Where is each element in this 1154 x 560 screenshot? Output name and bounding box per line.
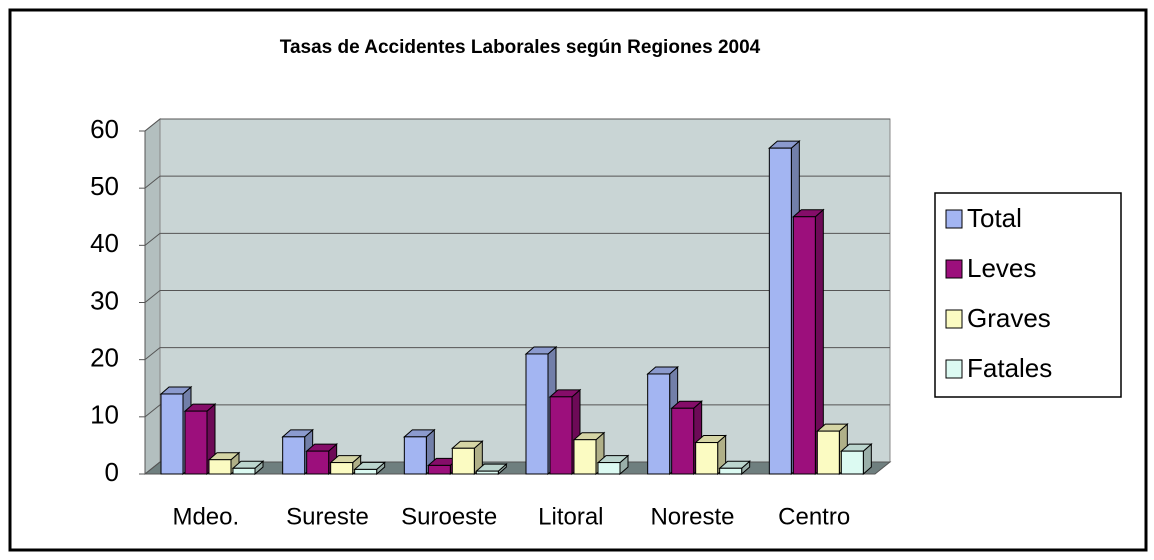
- x-tick-label: Sureste: [286, 503, 369, 530]
- bar: [354, 468, 378, 475]
- bar: [330, 462, 354, 475]
- y-tick-label: 20: [90, 343, 119, 373]
- bar: [282, 436, 306, 475]
- bar: [695, 442, 719, 475]
- bar: [160, 393, 184, 475]
- y-tick-label: 50: [90, 171, 119, 201]
- grid-line: [144, 347, 890, 361]
- legend-label: Graves: [967, 303, 1051, 333]
- legend-swatch: [945, 209, 963, 229]
- legend-box: [934, 192, 1122, 398]
- bar: [549, 396, 573, 475]
- bar: [840, 450, 864, 475]
- legend-swatch: [945, 359, 963, 379]
- legend-label: Total: [967, 203, 1022, 233]
- y-tick-label: 10: [90, 400, 119, 430]
- y-tick-label: 40: [90, 228, 119, 258]
- x-tick-label: Centro: [778, 503, 850, 530]
- bar: [306, 450, 330, 475]
- grid-line: [144, 290, 890, 303]
- grid-line: [144, 118, 890, 132]
- bar: [427, 464, 451, 475]
- x-tick-label: Suroeste: [401, 503, 497, 530]
- bar: [597, 462, 621, 475]
- legend-swatch: [945, 309, 963, 329]
- bar: [792, 216, 816, 475]
- bar: [403, 436, 427, 475]
- x-tick-label: Mdeo.: [172, 503, 239, 530]
- bar: [232, 467, 256, 475]
- legend-label: Leves: [967, 253, 1036, 283]
- grid-line: [144, 461, 890, 475]
- bar: [184, 410, 208, 475]
- bar: [816, 430, 840, 475]
- x-tick-label: Litoral: [538, 503, 603, 530]
- y-tick-label: 60: [90, 114, 119, 144]
- bar: [208, 459, 232, 475]
- grid-line: [144, 232, 890, 246]
- bar: [573, 439, 597, 475]
- bar: [768, 147, 792, 475]
- bar: [671, 407, 695, 475]
- bar: [475, 470, 499, 475]
- x-tick-label: Noreste: [650, 503, 734, 530]
- bar: [647, 373, 671, 475]
- legend-label: Fatales: [967, 353, 1052, 383]
- bar: [451, 447, 475, 475]
- grid-line: [144, 175, 890, 189]
- bar: [719, 467, 743, 475]
- grid-line: [144, 404, 890, 418]
- y-tick-label: 0: [105, 457, 119, 487]
- bar: [525, 353, 549, 475]
- y-tick-label: 30: [90, 285, 119, 315]
- legend-swatch: [945, 259, 963, 279]
- chart-title: Tasas de Accidentes Laborales según Regi…: [280, 37, 761, 58]
